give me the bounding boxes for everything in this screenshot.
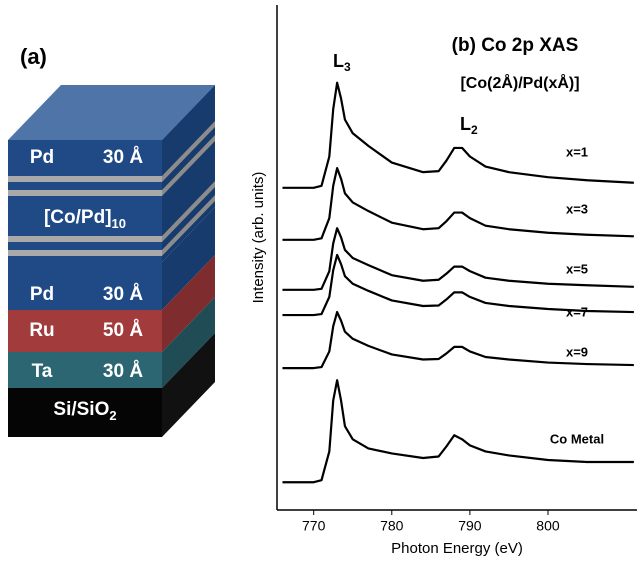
co-stripe bbox=[8, 250, 162, 256]
co-stripe bbox=[8, 236, 162, 242]
layer-material: Ru bbox=[29, 320, 54, 341]
x-tick-label: 790 bbox=[458, 518, 482, 534]
series-label: x=9 bbox=[566, 344, 588, 359]
layer-thickness: 50 Å bbox=[103, 320, 143, 341]
layer-thickness: 30 Å bbox=[103, 284, 143, 305]
layer-material: [Co/Pd] bbox=[44, 207, 112, 228]
y-axis-label: Intensity (arb. units) bbox=[250, 172, 267, 304]
x-tick-label: 800 bbox=[536, 518, 560, 534]
layer-subscript: 2 bbox=[109, 408, 116, 423]
layer-thickness: 30 Å bbox=[103, 361, 143, 382]
co-stripe bbox=[8, 190, 162, 196]
panel-label: (a) bbox=[20, 44, 47, 69]
layer-subscript: 10 bbox=[112, 216, 126, 231]
chart-title: (b) Co 2p XAS bbox=[452, 35, 579, 56]
x-axis-label: Photon Energy (eV) bbox=[391, 540, 523, 557]
annotation-subscript: 3 bbox=[344, 60, 351, 74]
figure: (a) Pd 30 Å [Co/Pd]10 Pd 30 Å Ru 50 Å Ta 30 Å Si/… bbox=[0, 0, 642, 561]
layer-material: Ta bbox=[32, 361, 53, 382]
series-label: x=3 bbox=[566, 201, 588, 216]
layer-material: Si/SiO bbox=[53, 399, 109, 420]
annotation: L3 bbox=[333, 51, 351, 74]
chart-subtitle: [Co(2Å)/Pd(xÅ)] bbox=[460, 73, 579, 92]
series-label: x=1 bbox=[566, 144, 588, 159]
spectrum-line bbox=[282, 312, 633, 368]
layer-stack: Pd 30 Å [Co/Pd]10 Pd 30 Å Ru 50 Å Ta 30 Å Si/SiO2 bbox=[8, 85, 215, 437]
annotation-subscript: 2 bbox=[471, 123, 478, 137]
annotation-text: L bbox=[333, 51, 344, 71]
layer-material: Pd bbox=[30, 284, 54, 305]
series-label: Co Metal bbox=[550, 431, 604, 446]
series-label: x=5 bbox=[566, 261, 588, 276]
x-tick-label: 770 bbox=[302, 518, 326, 534]
layer-material: Pd bbox=[30, 147, 54, 168]
series-label: x=7 bbox=[566, 304, 588, 319]
x-tick-label: 780 bbox=[380, 518, 404, 534]
annotation-text: L bbox=[460, 114, 471, 134]
plot: 770 780 790 800 Photon Energy (eV) Intensity … bbox=[250, 5, 637, 557]
layer-thickness: 30 Å bbox=[103, 147, 143, 168]
co-stripe bbox=[8, 176, 162, 182]
annotation: L2 bbox=[460, 114, 478, 137]
layer-label: Si/SiO2 bbox=[53, 399, 116, 423]
